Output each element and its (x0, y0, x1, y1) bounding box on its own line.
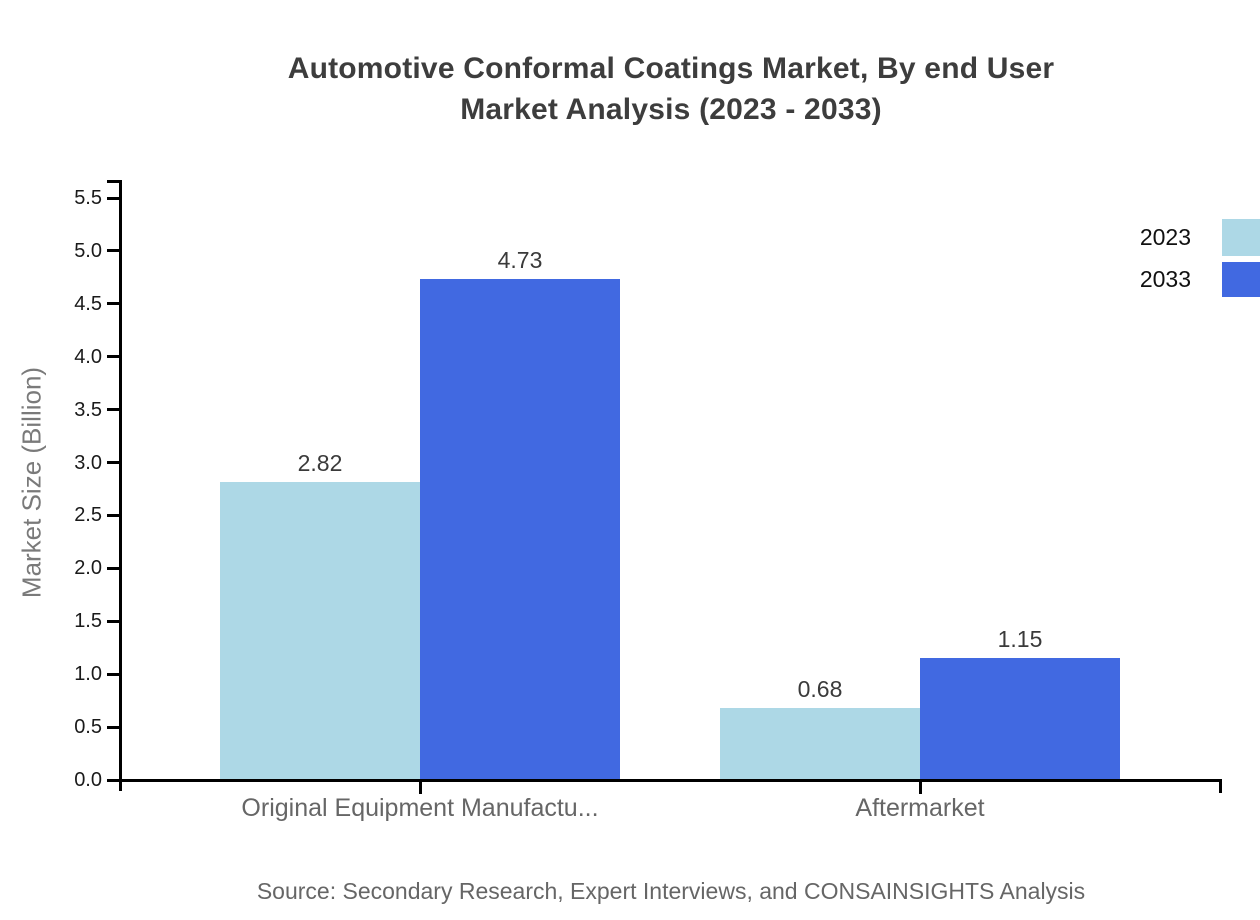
bar-value-label: 4.73 (497, 247, 543, 273)
y-tick (107, 461, 119, 464)
x-tick (919, 780, 922, 794)
y-tick-label: 3.5 (74, 399, 102, 421)
y-tick-label: 4.5 (74, 293, 102, 315)
bar-2033-group1 (920, 658, 1120, 779)
bar-2033-group0 (420, 279, 620, 779)
legend-label-2023: 2023 (1139, 224, 1191, 250)
y-tick (107, 726, 119, 729)
y-tick-label: 4.0 (74, 346, 102, 368)
y-tick-label: 5.0 (74, 240, 102, 262)
y-tick (107, 514, 119, 517)
y-tick (107, 249, 119, 252)
y-tick (107, 779, 119, 782)
y-tick (107, 567, 119, 570)
chart-title: Automotive Conformal Coatings Market, By… (120, 48, 1222, 130)
bar-value-label: 0.68 (797, 676, 843, 702)
y-tick-label: 2.0 (74, 557, 102, 579)
bar-value-label: 2.82 (297, 450, 343, 476)
legend-label-2033: 2033 (1139, 266, 1191, 292)
y-tick (107, 197, 119, 200)
y-axis-end-tick (107, 180, 119, 183)
bar-2023-group1 (720, 708, 920, 779)
chart-title-line-2: Market Analysis (2023 - 2033) (460, 93, 882, 126)
legend-swatch-2033 (1222, 262, 1260, 297)
bar-value-label: 1.15 (997, 626, 1043, 652)
x-category-label: Original Equipment Manufactu... (241, 794, 599, 822)
y-tick (107, 620, 119, 623)
chart-title-line-1: Automotive Conformal Coatings Market, By… (287, 52, 1055, 85)
source-note: Source: Secondary Research, Expert Inter… (256, 878, 1086, 904)
y-tick (107, 355, 119, 358)
x-axis-spine (119, 779, 1222, 782)
y-tick-label: 0.5 (74, 716, 102, 738)
legend-item-2023: 2023 (1140, 219, 1260, 256)
y-tick-label: 5.5 (74, 187, 102, 209)
y-tick-label: 1.5 (74, 610, 102, 632)
y-tick-label: 2.5 (74, 504, 102, 526)
y-tick-label: 3.0 (74, 452, 102, 474)
y-tick (107, 673, 119, 676)
legend-swatch-2023 (1222, 219, 1260, 256)
y-tick-label: 1.0 (74, 663, 102, 685)
bar-2023-group0 (220, 482, 420, 779)
y-tick (107, 408, 119, 411)
y-tick (107, 302, 119, 305)
x-axis-end-tick (1219, 779, 1222, 793)
x-tick (419, 780, 422, 794)
x-category-label: Aftermarket (855, 794, 985, 822)
legend-item-2033: 2033 (1140, 262, 1260, 297)
y-axis-spine (119, 180, 122, 791)
y-tick-label: 0.0 (74, 769, 102, 791)
